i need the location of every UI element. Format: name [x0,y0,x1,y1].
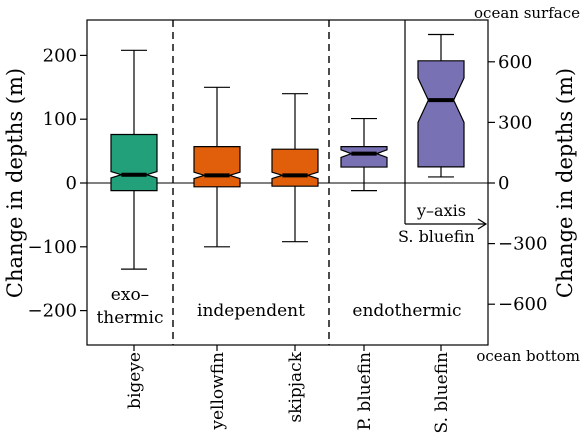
x-tick-label: S. bluefin [432,352,452,434]
inset-arrow-head [477,218,488,230]
boxplot-p-bluefin [340,117,388,192]
x-tick-label: P. bluefin [355,352,375,430]
boxplot-yellowfin [193,86,241,248]
left-tick-label: 200 [43,45,77,66]
s-bluefin-inset: y–axis S. bluefin [398,20,488,246]
left-y-axis: −200 −100 0 100 200 [28,45,87,322]
left-tick-label: −200 [28,301,77,322]
right-tick-label: −300 [498,234,547,255]
boxplots [110,33,465,270]
x-tick-label: yellowfin [208,352,228,431]
ocean-surface-label: ocean surface [474,4,580,22]
box [110,133,158,192]
boxplot-skipjack [271,93,319,243]
inset-species-label: S. bluefin [398,227,475,246]
left-tick-label: 100 [43,109,77,130]
group-label: thermic [96,308,163,328]
left-tick-label: 0 [66,173,77,194]
box [193,146,241,188]
box [340,146,388,168]
x-tick-label: bigeye [125,352,145,409]
left-tick-label: −100 [28,237,77,258]
group-label: independent [197,301,305,321]
inset-yaxis-label: y–axis [416,201,466,220]
y-axis-label-right: Change in depths (m) [553,68,577,298]
group-label: endothermic [352,301,461,321]
right-tick-label: 300 [498,112,532,133]
right-y-axis: −600 −300 0 300 600 [488,52,547,315]
right-tick-label: 0 [498,173,509,194]
box [271,148,319,187]
box [417,60,465,168]
ocean-bottom-label: ocean bottom [476,347,580,365]
group-label: exo– [111,285,149,305]
group-labels: exo– thermic independent endothermic [96,285,461,328]
right-tick-label: 600 [498,52,532,73]
boxplot-bigeye [110,49,158,270]
boxplot-s-bluefin [417,33,465,178]
right-tick-label: −600 [498,294,547,315]
x-tick-label: skipjack [286,351,306,422]
x-tick-labels: bigeye yellowfin skipjack P. bluefin S. blue… [125,345,452,433]
y-axis-label-left: Change in depths (m) [3,68,27,298]
